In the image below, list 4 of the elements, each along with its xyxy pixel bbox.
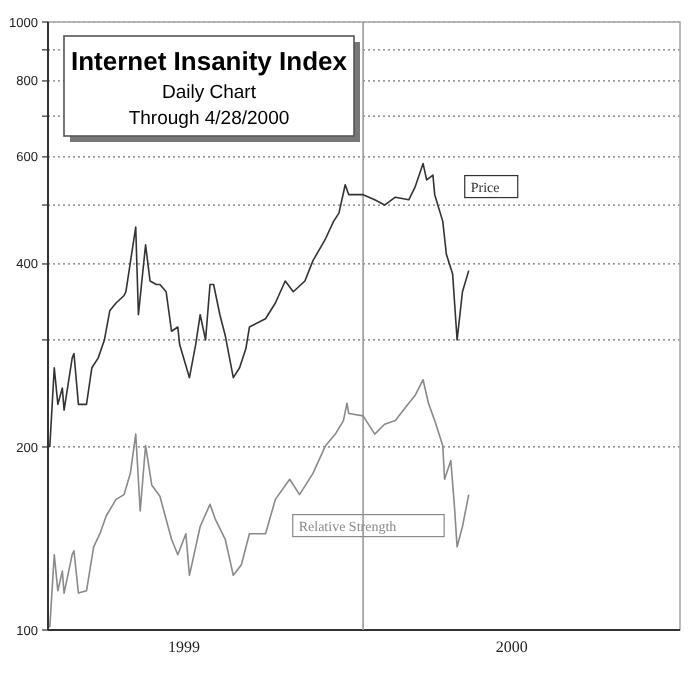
text: Daily Chart Through 4/28/2000	[128, 82, 290, 130]
x-tick-label: 1999	[168, 638, 201, 656]
x-tick-label: 2000	[495, 638, 528, 656]
text: Internet Insanity Index	[71, 46, 349, 76]
